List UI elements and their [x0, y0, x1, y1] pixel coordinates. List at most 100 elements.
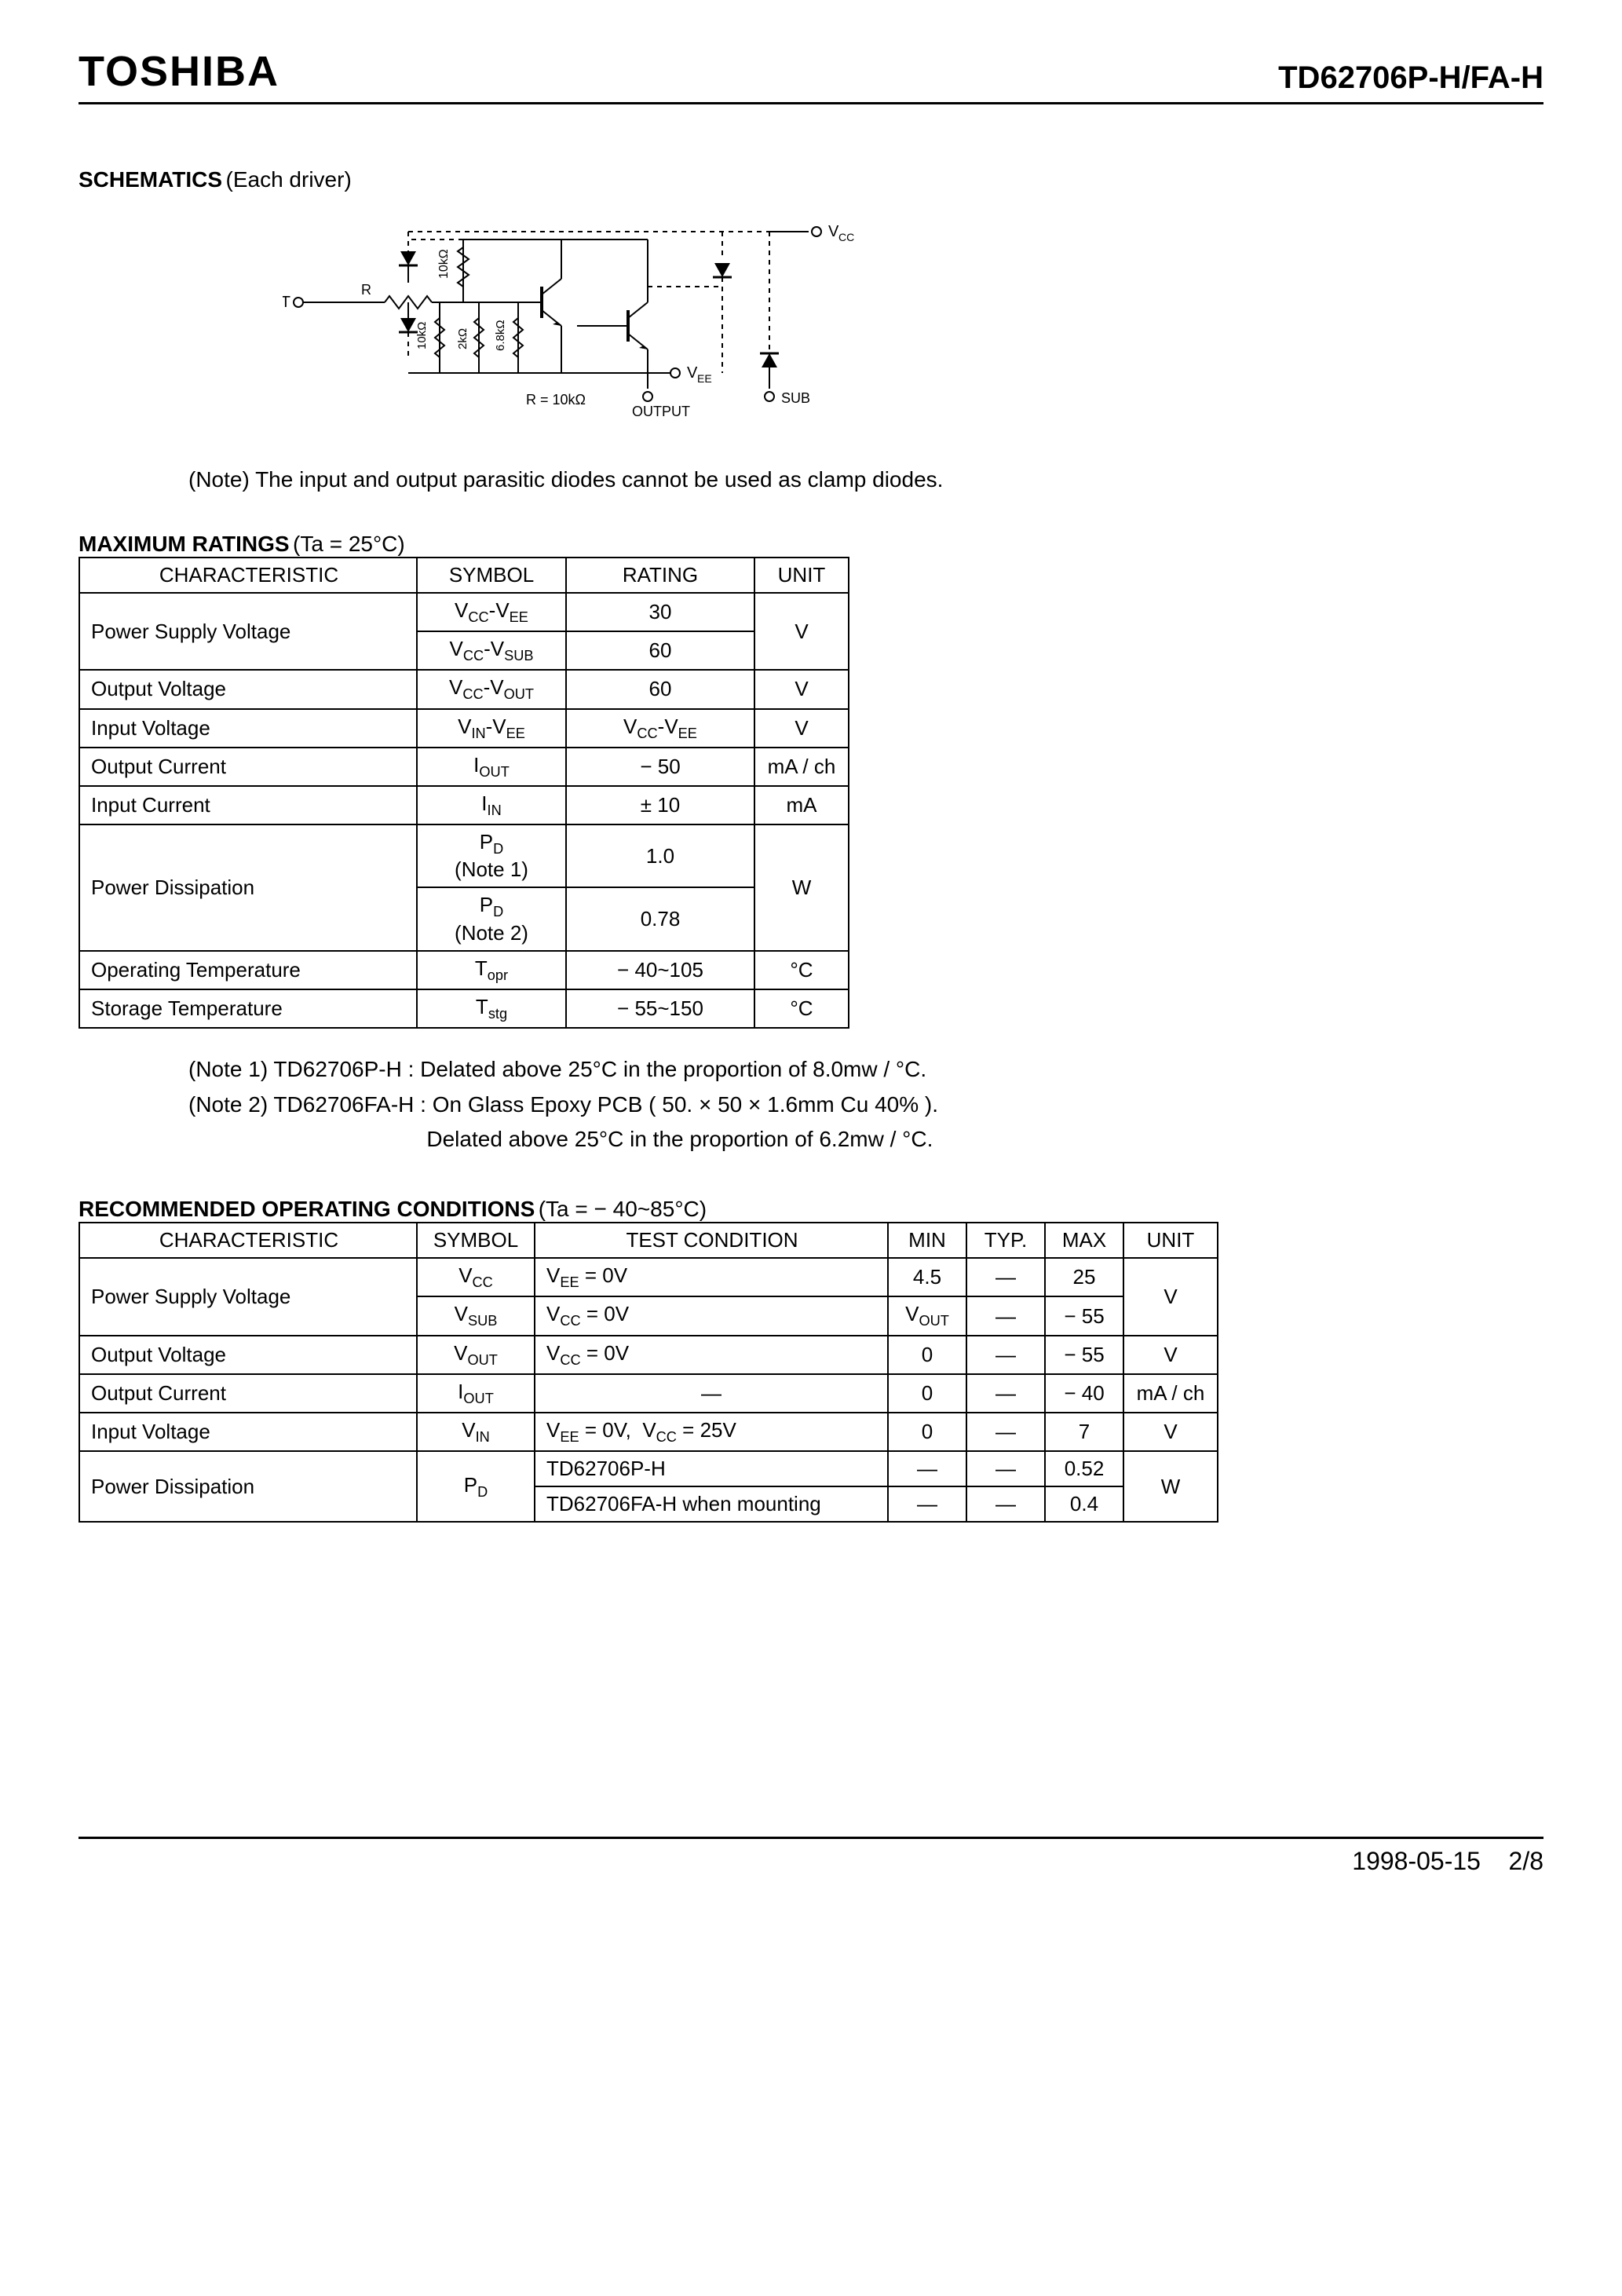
col-rating: RATING: [566, 558, 754, 593]
cell-char: Output Voltage: [79, 1336, 417, 1374]
cell-unit: W: [754, 824, 849, 950]
cell-min: 0: [888, 1374, 966, 1413]
cell-tc: VEE = 0V, VCC = 25V: [535, 1413, 888, 1451]
cell-max: − 40: [1045, 1374, 1123, 1413]
table-row: Output Current IOUT − 50 mA / ch: [79, 748, 849, 786]
col-symbol: SYMBOL: [417, 1223, 535, 1258]
table-header-row: CHARACTERISTIC SYMBOL RATING UNIT: [79, 558, 849, 593]
table-row: Output Current IOUT — 0 — − 40 mA / ch: [79, 1374, 1218, 1413]
note-line: Delated above 25°C in the proportion of …: [188, 1122, 1543, 1157]
cell-unit: W: [1123, 1451, 1218, 1522]
table-row: Input Voltage VIN-VEE VCC-VEE V: [79, 709, 849, 748]
cell-typ: —: [966, 1451, 1045, 1486]
cell-min: —: [888, 1451, 966, 1486]
cell-symbol: IOUT: [417, 748, 566, 786]
cell-min: —: [888, 1486, 966, 1522]
col-test-condition: TEST CONDITION: [535, 1223, 888, 1258]
part-number: TD62706P-H/FA-H: [1278, 60, 1543, 96]
svg-text:V: V: [687, 364, 698, 382]
max-ratings-condition: (Ta = 25°C): [293, 532, 405, 556]
cell-typ: —: [966, 1374, 1045, 1413]
svg-text:OUTPUT: OUTPUT: [632, 404, 690, 419]
note-line: (Note 2) TD62706FA-H : On Glass Epoxy PC…: [188, 1088, 1543, 1123]
cell-char: Power Dissipation: [79, 824, 417, 950]
cell-tc: TD62706P-H: [535, 1451, 888, 1486]
cell-symbol: Topr: [417, 951, 566, 989]
cell-symbol: VIN-VEE: [417, 709, 566, 748]
svg-text:R = 10kΩ: R = 10kΩ: [526, 392, 586, 408]
svg-text:SUB: SUB: [781, 390, 810, 406]
cell-symbol: VOUT: [417, 1336, 535, 1374]
cell-unit: °C: [754, 951, 849, 989]
schematics-section: SCHEMATICS (Each driver) VCC INPUT R: [79, 167, 1543, 492]
cell-symbol: PD(Note 1): [417, 824, 566, 887]
cell-tc: VCC = 0V: [535, 1296, 888, 1335]
cell-max: 0.52: [1045, 1451, 1123, 1486]
col-symbol: SYMBOL: [417, 558, 566, 593]
cell-max: − 55: [1045, 1336, 1123, 1374]
cell-min: VOUT: [888, 1296, 966, 1335]
max-ratings-notes: (Note 1) TD62706P-H : Delated above 25°C…: [188, 1052, 1543, 1157]
table-row: Power Dissipation PD(Note 1) 1.0 W: [79, 824, 849, 887]
cell-symbol: VSUB: [417, 1296, 535, 1335]
max-ratings-table: CHARACTERISTIC SYMBOL RATING UNIT Power …: [79, 557, 849, 1029]
cell-typ: —: [966, 1336, 1045, 1374]
footer-date: 1998-05-15: [1352, 1847, 1481, 1875]
cell-unit: V: [754, 709, 849, 748]
col-unit: UNIT: [1123, 1223, 1218, 1258]
cell-symbol: VCC-VEE: [417, 593, 566, 631]
cell-symbol: VCC: [417, 1258, 535, 1296]
schematics-title: SCHEMATICS: [79, 167, 222, 192]
max-ratings-title: MAXIMUM RATINGS: [79, 532, 290, 556]
input-label: INPUT: [283, 294, 290, 311]
cell-tc: —: [535, 1374, 888, 1413]
cell-rating: ± 10: [566, 786, 754, 824]
page-footer: 1998-05-15 2/8: [79, 1837, 1543, 1876]
cell-rating: 0.78: [566, 887, 754, 950]
cell-char: Input Voltage: [79, 1413, 417, 1451]
rec-conditions-section: RECOMMENDED OPERATING CONDITIONS (Ta = −…: [79, 1197, 1543, 1523]
cell-rating: − 55~150: [566, 989, 754, 1028]
schematic-note: (Note) The input and output parasitic di…: [188, 467, 1543, 492]
cell-rating: 60: [566, 631, 754, 670]
table-row: Output Voltage VCC-VOUT 60 V: [79, 670, 849, 708]
cell-tc: TD62706FA-H when mounting: [535, 1486, 888, 1522]
svg-text:R: R: [361, 282, 371, 298]
cell-tc: VCC = 0V: [535, 1336, 888, 1374]
cell-min: 0: [888, 1413, 966, 1451]
cell-symbol: PD(Note 2): [417, 887, 566, 950]
cell-char: Input Current: [79, 786, 417, 824]
cell-max: − 55: [1045, 1296, 1123, 1335]
cell-char: Power Supply Voltage: [79, 593, 417, 670]
footer-page: 2/8: [1509, 1847, 1543, 1875]
cell-char: Storage Temperature: [79, 989, 417, 1028]
cell-rating: − 50: [566, 748, 754, 786]
svg-text:V: V: [828, 223, 839, 240]
svg-text:CC: CC: [838, 231, 854, 243]
table-row: Output Voltage VOUT VCC = 0V 0 — − 55 V: [79, 1336, 1218, 1374]
cell-max: 25: [1045, 1258, 1123, 1296]
cell-typ: —: [966, 1486, 1045, 1522]
cell-symbol: IIN: [417, 786, 566, 824]
col-min: MIN: [888, 1223, 966, 1258]
cell-tc: VEE = 0V: [535, 1258, 888, 1296]
col-characteristic: CHARACTERISTIC: [79, 558, 417, 593]
cell-char: Operating Temperature: [79, 951, 417, 989]
col-characteristic: CHARACTERISTIC: [79, 1223, 417, 1258]
cell-symbol: IOUT: [417, 1374, 535, 1413]
svg-text:10kΩ: 10kΩ: [437, 249, 451, 279]
cell-unit: °C: [754, 989, 849, 1028]
cell-char: Output Current: [79, 748, 417, 786]
cell-symbol: VCC-VSUB: [417, 631, 566, 670]
cell-rating: 60: [566, 670, 754, 708]
brand-logo: TOSHIBA: [79, 47, 279, 96]
page-header: TOSHIBA TD62706P-H/FA-H: [79, 47, 1543, 104]
cell-char: Power Dissipation: [79, 1451, 417, 1522]
table-row: Operating Temperature Topr − 40~105 °C: [79, 951, 849, 989]
cell-unit: V: [754, 593, 849, 670]
cell-max: 0.4: [1045, 1486, 1123, 1522]
cell-typ: —: [966, 1258, 1045, 1296]
table-row: Power Supply Voltage VCC-VEE 30 V: [79, 593, 849, 631]
max-ratings-section: MAXIMUM RATINGS (Ta = 25°C) CHARACTERIST…: [79, 532, 1543, 1157]
table-row: Input Voltage VIN VEE = 0V, VCC = 25V 0 …: [79, 1413, 1218, 1451]
